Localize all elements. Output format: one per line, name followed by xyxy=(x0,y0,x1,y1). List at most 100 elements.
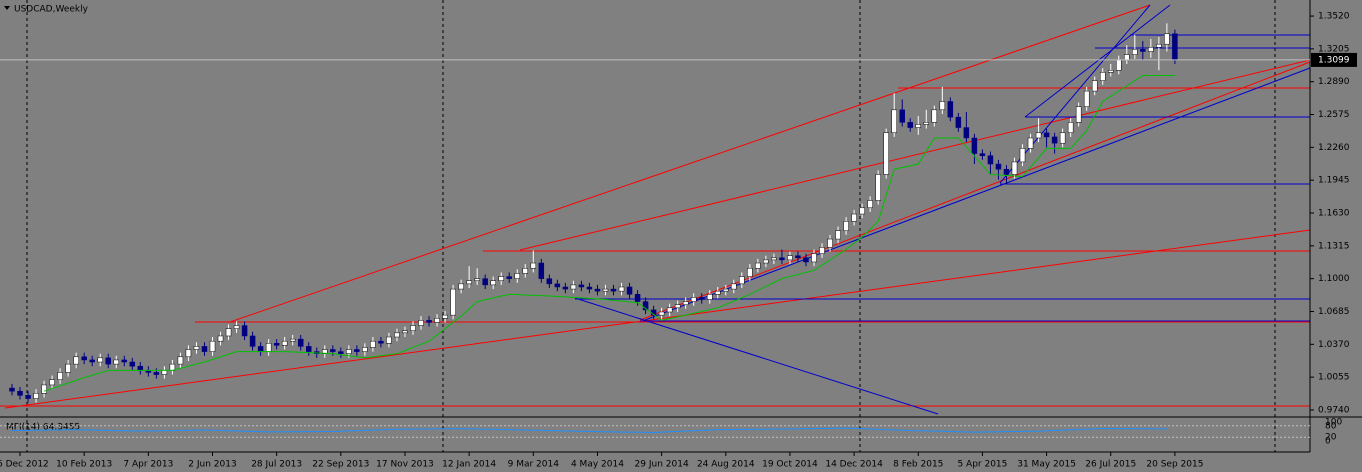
x-tick-label: 10 Feb 2013 xyxy=(56,460,112,470)
candle-body xyxy=(1164,33,1170,45)
candle-body xyxy=(530,262,537,269)
mfi-tick-label: 100 xyxy=(1325,418,1342,428)
candle-body xyxy=(89,359,95,363)
candle-body xyxy=(458,283,464,290)
candle-body xyxy=(771,257,777,261)
candle-body xyxy=(305,346,312,352)
candle-body xyxy=(297,338,304,347)
candle-body xyxy=(25,395,31,399)
indicator-line xyxy=(43,74,1175,392)
candle-body xyxy=(674,304,681,309)
candle-body xyxy=(570,284,577,290)
candle-body xyxy=(506,276,512,279)
candle-body xyxy=(803,257,809,263)
candle-body xyxy=(201,346,208,352)
candle-body xyxy=(225,328,232,337)
candle-body xyxy=(594,288,601,292)
candle-body xyxy=(49,379,55,386)
candle-body xyxy=(474,278,480,281)
candle-body xyxy=(995,163,1002,170)
x-tick-label: 14 Dec 2014 xyxy=(825,460,883,470)
trendline xyxy=(639,61,1311,321)
candle-body xyxy=(698,297,705,300)
candle-body xyxy=(233,325,240,329)
candle-body xyxy=(755,262,761,269)
candle-body xyxy=(562,286,569,290)
candle-body xyxy=(642,301,649,311)
candle-body xyxy=(426,320,432,323)
candle-body xyxy=(241,325,248,337)
x-tick-label: 12 Jan 2014 xyxy=(442,460,496,470)
y-tick-label: 0.9740 xyxy=(1318,405,1350,415)
candle-body xyxy=(843,221,849,231)
price-box xyxy=(1311,52,1357,67)
price-box-label: 1.3099 xyxy=(1318,55,1350,65)
candle-body xyxy=(602,288,609,292)
candle-body xyxy=(410,325,416,332)
candle-body xyxy=(9,387,15,392)
candle-body xyxy=(1172,33,1178,61)
x-tick-label: 2 Jun 2013 xyxy=(188,460,236,470)
trendline xyxy=(1024,4,1171,118)
candle-body xyxy=(1148,47,1154,52)
mfi-line xyxy=(11,427,1167,433)
x-tick-label: 20 Sep 2015 xyxy=(1146,460,1203,470)
trendline xyxy=(4,229,1311,409)
menu-triangle[interactable] xyxy=(4,6,10,10)
y-tick-label: 1.2260 xyxy=(1318,143,1350,153)
candle-body xyxy=(867,200,873,209)
candle-body xyxy=(1140,49,1146,52)
y-tick-label: 1.0370 xyxy=(1318,340,1350,350)
candle-body xyxy=(690,297,697,302)
candle-body xyxy=(113,359,120,365)
y-tick-label: 1.3520 xyxy=(1318,12,1350,22)
candle-body xyxy=(161,370,168,375)
candle-body xyxy=(666,307,673,313)
candle-body xyxy=(418,320,424,326)
candle-body xyxy=(618,286,625,292)
x-tick-label: 29 Jun 2014 xyxy=(635,460,689,470)
mfi-title: MFI(14) 64.3455 xyxy=(6,423,80,433)
candle-body xyxy=(273,343,280,346)
candle-body xyxy=(1116,59,1122,71)
candle-body xyxy=(330,349,336,352)
candle-body xyxy=(963,127,970,139)
x-tick-label: 9 Mar 2014 xyxy=(508,460,560,470)
candle-body xyxy=(378,340,384,344)
candle-body xyxy=(482,278,488,286)
candle-body xyxy=(658,311,665,316)
candle-body xyxy=(883,132,889,175)
candle-body xyxy=(811,253,817,263)
mfi-tick-label: 0 xyxy=(1325,437,1331,447)
candle-body xyxy=(971,137,978,154)
candle-body xyxy=(137,365,144,371)
candle-body xyxy=(610,288,617,292)
x-tick-label: 19 Oct 2014 xyxy=(762,460,818,470)
trendline xyxy=(229,4,1151,323)
candle-body xyxy=(779,257,785,261)
candle-body xyxy=(795,255,801,259)
candle-body xyxy=(185,349,192,358)
candle-body xyxy=(386,336,392,344)
x-tick-label: 24 Aug 2014 xyxy=(697,460,755,470)
candle-body xyxy=(763,259,769,264)
chart-title: USDCAD,Weekly xyxy=(14,5,89,15)
candle-body xyxy=(706,294,713,300)
candle-body xyxy=(1091,80,1098,92)
candle-body xyxy=(979,153,986,156)
candle-body xyxy=(209,340,216,352)
candle-body xyxy=(987,155,994,165)
candle-body xyxy=(1051,136,1058,144)
y-tick-label: 1.1945 xyxy=(1318,176,1350,186)
y-tick-label: 1.0055 xyxy=(1318,373,1350,383)
candle-body xyxy=(819,247,825,254)
candle-body xyxy=(338,351,344,354)
candle-body xyxy=(899,109,905,123)
x-tick-label: 26 Jul 2015 xyxy=(1085,460,1136,470)
y-tick-label: 1.1000 xyxy=(1318,274,1350,284)
candle-body xyxy=(1035,132,1042,139)
candle-body xyxy=(514,273,521,279)
candle-body xyxy=(1075,106,1082,123)
